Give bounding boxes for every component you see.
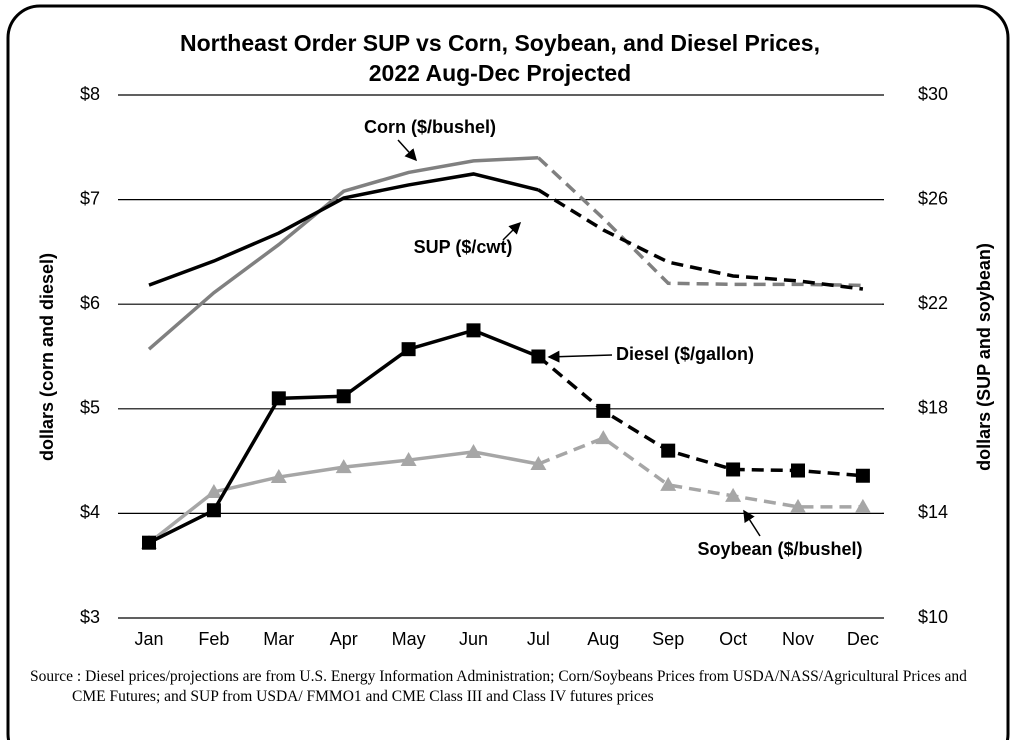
- series-label: Diesel ($/gallon): [616, 344, 754, 364]
- marker: [466, 323, 481, 338]
- x-tick-label: Oct: [719, 629, 747, 649]
- marker: [791, 463, 805, 478]
- y2-tick-label: $18: [918, 398, 948, 418]
- grid: $3 $4 $5 $6 $7 $8 $10 $14 $18 $22 $26 $30 Jan Feb Mar A…: [80, 84, 948, 649]
- marker: [790, 498, 806, 513]
- y2-axis-label: dollars (SUP and soybean): [974, 243, 994, 471]
- x-tick-label: Mar: [263, 629, 294, 649]
- series-label: Soybean ($/bushel): [697, 539, 862, 559]
- marker: [531, 349, 546, 364]
- arrow: [397, 139, 418, 162]
- frame: [6, 4, 1010, 740]
- series-label: Corn ($/bushel): [364, 117, 496, 137]
- projected-line: [537, 355, 864, 478]
- y-tick-label: $5: [80, 398, 100, 418]
- marker: [142, 535, 156, 550]
- y-tick-label: $6: [80, 293, 100, 313]
- projected-line: [537, 156, 863, 288]
- x-tick-label: Feb: [198, 629, 229, 649]
- x-tick-label: May: [392, 629, 426, 649]
- y2-tick-label: $30: [918, 84, 948, 104]
- y-tick-label: $4: [80, 502, 100, 522]
- marker: [530, 455, 547, 470]
- x-tick-label: Jan: [134, 629, 163, 649]
- marker: [335, 459, 352, 474]
- y2-tick-label: $22: [918, 293, 948, 313]
- series-line: [148, 172, 539, 287]
- x-tick-label: Apr: [330, 629, 358, 649]
- y2-tick-label: $26: [918, 188, 948, 208]
- y2-tick-label: $10: [918, 607, 948, 627]
- x-tick-label: Sep: [652, 629, 684, 649]
- marker: [595, 430, 612, 445]
- marker: [400, 452, 417, 467]
- x-tick-label: Nov: [782, 629, 814, 649]
- arrow: [502, 221, 522, 241]
- projected-line: [537, 436, 863, 509]
- marker: [270, 469, 287, 484]
- marker: [336, 389, 351, 404]
- y-tick-label: $3: [80, 607, 100, 627]
- y2-tick-label: $14: [918, 502, 948, 522]
- x-tick-label: Jul: [527, 629, 550, 649]
- y-tick-label: $7: [80, 188, 100, 208]
- marker: [205, 483, 222, 498]
- projected-line: [537, 188, 864, 291]
- marker: [661, 443, 676, 458]
- source-note: Source : Diesel prices/projections are f…: [30, 668, 967, 705]
- marker: [660, 476, 677, 491]
- marker: [206, 503, 221, 518]
- marker: [855, 468, 870, 483]
- series: [141, 156, 871, 550]
- arrow: [743, 509, 761, 537]
- marker: [726, 462, 741, 477]
- marker: [725, 487, 742, 502]
- arrow: [547, 350, 613, 363]
- x-tick-label: Aug: [587, 629, 619, 649]
- y-tick-label: $8: [80, 84, 100, 104]
- marker: [271, 391, 286, 406]
- chart-title: Northeast Order SUP vs Corn, Soybean, an…: [180, 30, 820, 56]
- x-tick-label: Dec: [847, 629, 879, 649]
- marker: [596, 403, 611, 418]
- y-axis-label: dollars (corn and diesel): [37, 253, 57, 461]
- marker: [854, 498, 871, 513]
- chart-title: 2022 Aug-Dec Projected: [369, 60, 631, 86]
- x-tick-label: Jun: [459, 629, 488, 649]
- marker: [401, 342, 416, 357]
- series-label: SUP ($/cwt): [414, 237, 513, 257]
- marker: [465, 443, 482, 458]
- series-line: [147, 156, 539, 351]
